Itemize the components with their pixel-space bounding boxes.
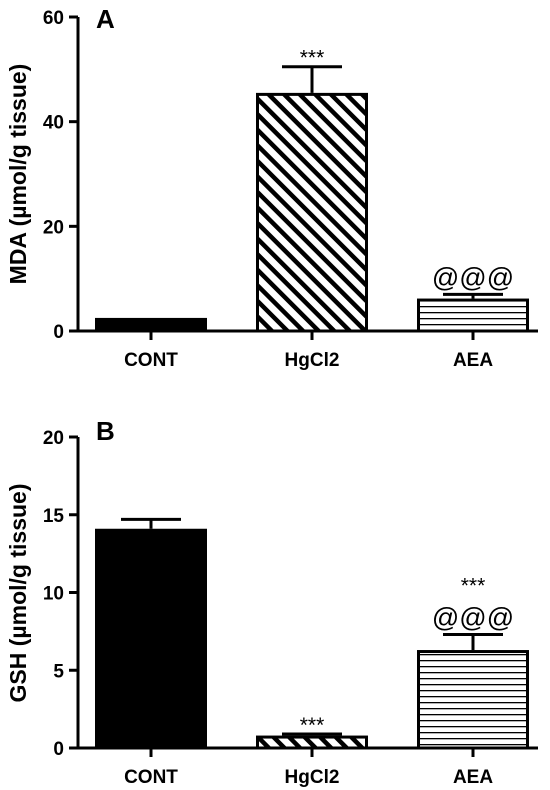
y-tick-label: 5 — [53, 661, 64, 682]
y-axis-label: MDA (µmol/g tissue) — [5, 64, 31, 285]
bar-aea — [417, 650, 529, 750]
bar-cont — [95, 317, 207, 333]
significance-at-signs: @@@ — [432, 602, 514, 632]
y-tick-label: 60 — [43, 8, 64, 29]
x-category-label: HgCl2 — [285, 767, 340, 788]
x-category-label: AEA — [453, 767, 493, 788]
x-category-label: CONT — [124, 350, 178, 371]
chart-panel-b: B GSH (µmol/g tissue) 0 5 10 15 20 CONT HgCl2 *… — [5, 416, 538, 788]
x-category-label: AEA — [453, 350, 493, 371]
bar-hgcl2 — [256, 735, 368, 750]
significance-stars: *** — [461, 574, 486, 597]
y-tick-label: 0 — [53, 322, 64, 343]
y-tick-label: 20 — [43, 428, 64, 449]
x-category-label: CONT — [124, 767, 178, 788]
bar-aea — [417, 298, 529, 333]
chart-panel-a: A MDA (µmol/g tissue) 0 20 40 60 CONT HgCl2 **… — [5, 4, 538, 371]
panel-letter: B — [96, 416, 115, 446]
panel-letter: A — [96, 4, 115, 34]
y-tick-label: 15 — [43, 506, 65, 527]
y-axis-label: GSH (µmol/g tissue) — [5, 484, 31, 703]
significance-stars: *** — [300, 714, 325, 737]
bar-hgcl2 — [256, 92, 368, 333]
significance-at-signs: @@@ — [432, 262, 514, 292]
significance-stars: *** — [300, 47, 325, 70]
y-tick-label: 20 — [43, 217, 64, 238]
y-tick-label: 0 — [53, 739, 64, 760]
y-tick-label: 10 — [43, 584, 64, 605]
y-tick-label: 40 — [43, 113, 64, 134]
bar-cont — [95, 528, 207, 750]
x-category-label: HgCl2 — [285, 350, 340, 371]
